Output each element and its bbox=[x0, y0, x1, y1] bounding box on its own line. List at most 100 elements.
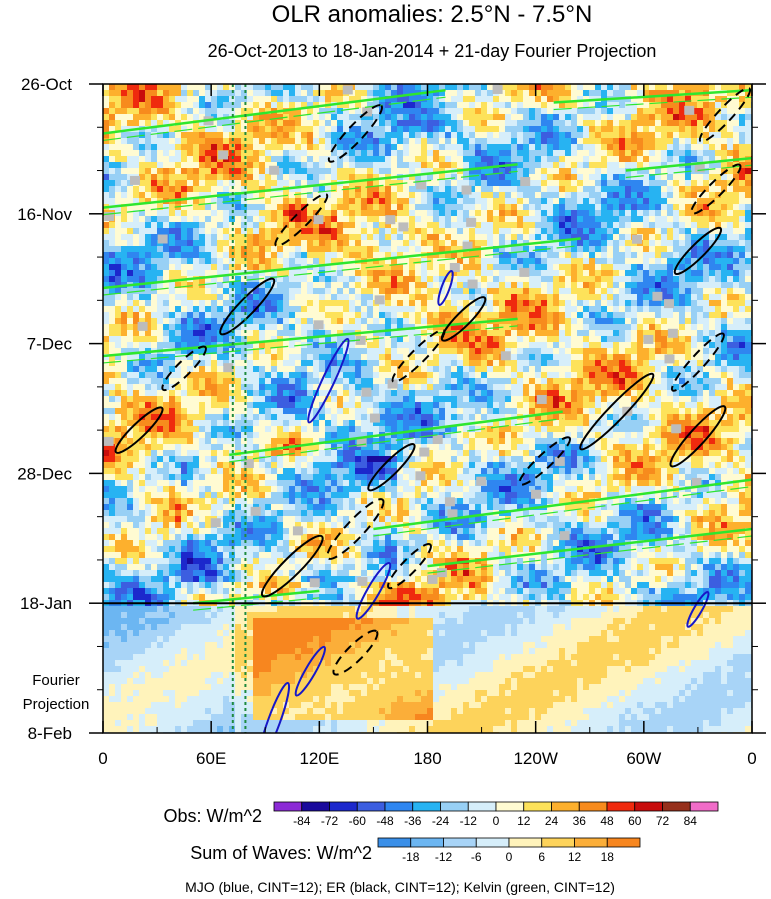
kelvin-wave-neg-1 bbox=[103, 170, 518, 216]
longitude-markers bbox=[231, 84, 247, 733]
colorbar-label-13: 72 bbox=[656, 814, 670, 828]
er-wave-3 bbox=[670, 332, 725, 392]
colorbar-label-11: 48 bbox=[600, 814, 614, 828]
kelvin-wave-4 bbox=[229, 410, 563, 457]
colorbar-swatch-11 bbox=[578, 801, 608, 812]
x-tick-label-0: 0 bbox=[98, 749, 107, 768]
colorbar-swatch-0 bbox=[273, 801, 303, 812]
colorbar-swatch-6 bbox=[440, 801, 469, 812]
er-wave-1 bbox=[579, 372, 655, 451]
colorbar-label-1: -72 bbox=[321, 814, 339, 828]
er-wave-2 bbox=[669, 405, 727, 468]
colorbar-swatch-2 bbox=[443, 837, 477, 848]
mjo-wave-0 bbox=[258, 681, 291, 733]
kelvin-wave-neg-3 bbox=[103, 325, 518, 364]
kelvin-wave-neg-0 bbox=[103, 96, 446, 142]
colorbar-label-6: -12 bbox=[460, 814, 478, 828]
colorbar-swatch-15 bbox=[689, 801, 719, 812]
colorbar-swatch-14 bbox=[662, 801, 691, 812]
colorbar-swatch-3 bbox=[356, 801, 386, 812]
er-wave-0 bbox=[518, 436, 572, 486]
er-wave-11 bbox=[219, 277, 276, 336]
er-wave-16 bbox=[332, 629, 379, 676]
colorbar-swatch-3 bbox=[475, 837, 510, 848]
waves-colorbar: -18 -12 -6 0 6 12 18 bbox=[377, 837, 641, 864]
chart-subtitle: 26-Oct-2013 to 18-Jan-2014 + 21-day Four… bbox=[208, 41, 657, 61]
y-tick-label-4: 18-Jan bbox=[20, 594, 72, 613]
er-wave-14 bbox=[326, 498, 385, 560]
er-wave-5 bbox=[698, 87, 752, 143]
colorbar-label-14: 84 bbox=[684, 814, 698, 828]
colorbar-swatch-9 bbox=[523, 801, 552, 812]
colorbar-label-12: 60 bbox=[628, 814, 642, 828]
y-tick-label-5: 8-Feb bbox=[28, 724, 72, 743]
x-tick-label-6: 0 bbox=[747, 749, 756, 768]
colorbar-label-5: -24 bbox=[432, 814, 450, 828]
colorbar-label-4: 6 bbox=[538, 850, 545, 864]
y-tick-label-0: 26-Oct bbox=[21, 75, 72, 94]
colorbar-swatch-4 bbox=[508, 837, 543, 848]
colorbar-swatch-1 bbox=[301, 801, 330, 812]
er-wave-13 bbox=[114, 406, 164, 454]
er-wave-6 bbox=[690, 163, 742, 215]
colorbar-label-2: -6 bbox=[471, 850, 482, 864]
colorbar-label-2: -60 bbox=[349, 814, 367, 828]
colorbar-label-9: 24 bbox=[545, 814, 559, 828]
colorbar-swatch-5 bbox=[412, 801, 441, 812]
er-wave-17 bbox=[367, 443, 416, 492]
x-tick-label-1: 60E bbox=[196, 749, 226, 768]
mjo-wave-2 bbox=[355, 561, 392, 620]
colorbar-swatch-10 bbox=[551, 801, 580, 812]
kelvin-wave-neg-4 bbox=[229, 417, 563, 463]
kelvin-wave-0 bbox=[103, 88, 446, 135]
olr-heatmap-cells bbox=[103, 84, 752, 733]
x-tick-label-3: 180 bbox=[413, 749, 441, 768]
mjo-wave-3 bbox=[307, 337, 350, 424]
chart-title: OLR anomalies: 2.5°N - 7.5°N bbox=[272, 1, 593, 28]
kelvin-wave-5 bbox=[373, 478, 752, 531]
x-tick-label-5: 60W bbox=[626, 749, 661, 768]
projection-label-line2: Projection bbox=[23, 696, 90, 713]
colorbar-swatch-8 bbox=[495, 801, 525, 812]
colorbar-swatch-4 bbox=[384, 801, 414, 812]
kelvin-wave-neg-6 bbox=[427, 535, 752, 574]
y-tick-label-3: 28-Dec bbox=[17, 464, 72, 483]
y-tick-label-1: 16-Nov bbox=[17, 205, 72, 224]
colorbar-swatch-7 bbox=[467, 801, 497, 812]
colorbar-label-0: -18 bbox=[402, 850, 420, 864]
kelvin-wave-neg-2 bbox=[103, 244, 581, 296]
colorbar-swatch-13 bbox=[634, 801, 663, 812]
colorbar-swatch-2 bbox=[329, 801, 358, 812]
colorbar-label-4: -36 bbox=[404, 814, 422, 828]
kelvin-wave-2 bbox=[103, 237, 581, 290]
colorbar-label-8: 12 bbox=[517, 814, 531, 828]
mjo-wave-1 bbox=[294, 645, 326, 697]
mjo-wave-5 bbox=[686, 590, 710, 628]
x-tick-label-4: 120W bbox=[513, 749, 557, 768]
er-wave-7 bbox=[440, 296, 487, 342]
kelvin-wave-9 bbox=[193, 589, 320, 605]
er-wave-8 bbox=[391, 329, 446, 383]
colorbar-swatch-5 bbox=[541, 837, 575, 848]
chart-footer: MJO (blue, CINT=12); ER (black, CINT=12)… bbox=[185, 879, 615, 895]
colorbar-label-10: 36 bbox=[573, 814, 587, 828]
x-tick-label-2: 120E bbox=[299, 749, 339, 768]
er-wave-4 bbox=[673, 226, 723, 276]
colorbar-label-1: -12 bbox=[435, 850, 453, 864]
obs-colorbar: -84 -72 -60 -48 -36 -24 -12 0 12 24 36 48 60 72 84 bbox=[273, 801, 719, 828]
kelvin-wave-8 bbox=[625, 156, 752, 172]
kelvin-wave-6 bbox=[427, 527, 752, 568]
er-wave-12 bbox=[161, 345, 207, 392]
er-wave-10 bbox=[274, 193, 329, 247]
kelvin-wave-neg-8 bbox=[625, 164, 752, 179]
colorbar-swatch-12 bbox=[606, 801, 636, 812]
kelvin-wave-1 bbox=[103, 163, 518, 209]
projection-label-line1: Fourier bbox=[32, 672, 80, 689]
kelvin-wave-neg-7 bbox=[553, 96, 752, 111]
colorbar-label-5: 12 bbox=[568, 850, 582, 864]
colorbar-label-3: 0 bbox=[506, 850, 513, 864]
colorbar-label-3: -48 bbox=[376, 814, 394, 828]
colorbar-swatch-6 bbox=[574, 837, 608, 848]
er-wave-18 bbox=[387, 542, 432, 590]
